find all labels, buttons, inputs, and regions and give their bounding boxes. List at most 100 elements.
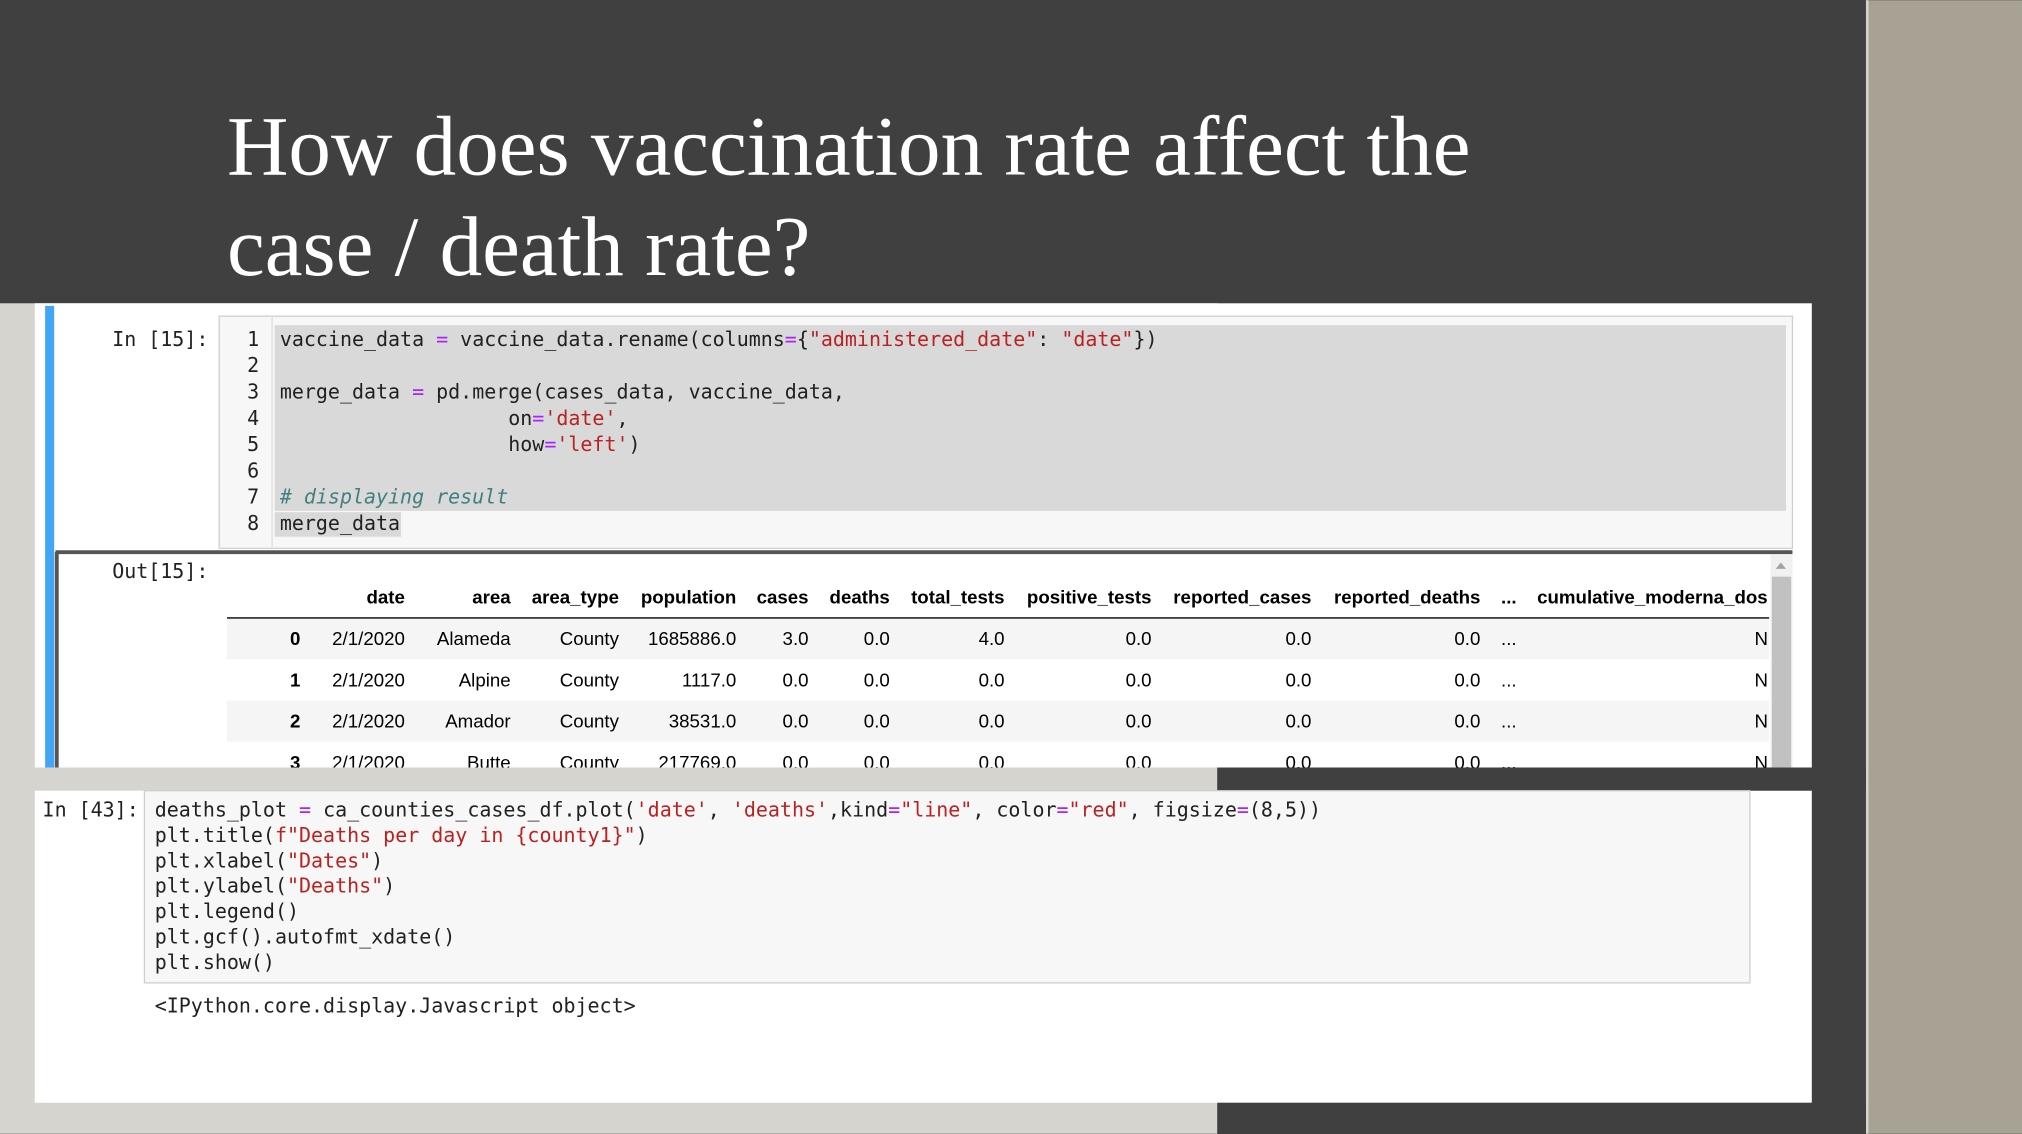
code-line: # displaying result xyxy=(279,485,508,509)
cell-output: <IPython.core.display.Javascript object> xyxy=(155,994,636,1018)
table-cell: N xyxy=(1754,669,1768,690)
column-header: cumulative_moderna_dos xyxy=(1537,587,1768,608)
code-token: = xyxy=(1056,798,1068,822)
table-cell: 0.0 xyxy=(979,752,1005,773)
scroll-up-arrow[interactable] xyxy=(1775,562,1787,569)
code-token: ) xyxy=(636,823,648,847)
code-line: plt.gcf().autofmt_xdate() xyxy=(155,925,456,949)
code-line: on='date', xyxy=(280,406,629,430)
line-number: 6 xyxy=(247,458,259,482)
table-cell: 0.0 xyxy=(864,711,890,732)
table-cell: 38531.0 xyxy=(669,711,737,732)
table-cell: 0.0 xyxy=(1126,669,1152,690)
code-token: 'date' xyxy=(544,406,616,430)
row-index: 3 xyxy=(290,752,300,773)
table-cell: Butte xyxy=(467,752,511,773)
code-token: merge_data xyxy=(280,511,400,535)
code-token: 'left' xyxy=(556,432,628,456)
code-token: }) xyxy=(1133,327,1157,351)
column-header: reported_cases xyxy=(1173,587,1311,608)
row-stripe xyxy=(226,617,1770,660)
column-header: positive_tests xyxy=(1027,587,1152,608)
code-line: plt.ylabel("Deaths") xyxy=(155,874,395,898)
code-line: vaccine_data = vaccine_data.rename(colum… xyxy=(280,327,1158,351)
table-cell: 0.0 xyxy=(783,711,809,732)
table-cell: Alameda xyxy=(437,628,511,649)
code-token: , xyxy=(708,798,732,822)
table-cell: 0.0 xyxy=(783,752,809,773)
table-cell: 3.0 xyxy=(783,628,809,649)
line-number: 4 xyxy=(247,406,259,430)
input-prompt: In [43]: xyxy=(43,798,139,822)
table-cell: 0.0 xyxy=(979,669,1005,690)
code-token: , figsize xyxy=(1129,798,1237,822)
side-strip-edge xyxy=(1865,0,1869,1134)
column-header: cases xyxy=(757,587,809,608)
table-cell: 0.0 xyxy=(864,669,890,690)
code-line: plt.xlabel("Dates") xyxy=(155,848,383,872)
code-line: merge_data = pd.merge(cases_data, vaccin… xyxy=(280,379,845,403)
table-cell: County xyxy=(560,669,620,690)
column-header: total_tests xyxy=(911,587,1004,608)
table-cell: County xyxy=(560,752,620,773)
table-cell: 0.0 xyxy=(1454,752,1480,773)
code-token: 'deaths' xyxy=(732,798,828,822)
slide-title: case / death rate? xyxy=(227,200,810,294)
dark-gap xyxy=(1217,1102,1866,1134)
row-index: 0 xyxy=(290,628,300,649)
table-cell: 0.0 xyxy=(1285,669,1311,690)
code-token: = xyxy=(785,327,797,351)
code-token: = xyxy=(1237,798,1249,822)
code-token: vaccine_data.rename(columns xyxy=(448,327,785,351)
code-token: ) xyxy=(383,874,395,898)
code-token: { xyxy=(797,327,809,351)
code-token: deaths_plot xyxy=(155,798,299,822)
table-cell: 0.0 xyxy=(1285,711,1311,732)
column-header: ... xyxy=(1501,587,1517,608)
line-number: 3 xyxy=(247,379,259,403)
table-cell: 2/1/2020 xyxy=(332,628,405,649)
code-token: "red" xyxy=(1069,798,1129,822)
code-token: ca_counties_cases_df.plot( xyxy=(311,798,636,822)
table-cell: Alpine xyxy=(459,669,511,690)
code-token: "date" xyxy=(1061,327,1133,351)
line-number: 5 xyxy=(247,432,259,456)
column-header: deaths xyxy=(830,587,890,608)
code-line: deaths_plot = ca_counties_cases_df.plot(… xyxy=(155,798,1321,822)
table-cell: N xyxy=(1754,752,1768,773)
code-token: = xyxy=(532,406,544,430)
code-token: = xyxy=(436,327,448,351)
scrollbar-thumb[interactable] xyxy=(1771,576,1792,768)
table-cell: 2/1/2020 xyxy=(332,752,405,773)
row-index: 1 xyxy=(290,669,300,690)
column-header: population xyxy=(641,587,737,608)
code-token: = xyxy=(412,379,424,403)
table-cell: 0.0 xyxy=(1454,669,1480,690)
table-cell: County xyxy=(560,628,620,649)
table-cell: 217769.0 xyxy=(658,752,736,773)
table-cell: 1685886.0 xyxy=(648,628,736,649)
code-token: ,kind xyxy=(828,798,888,822)
table-cell: N xyxy=(1754,711,1768,732)
table-cell: County xyxy=(560,711,620,732)
code-token: plt.ylabel( xyxy=(155,874,287,898)
code-line: plt.legend() xyxy=(155,899,299,923)
code-token: = xyxy=(544,432,556,456)
code-token: "line" xyxy=(900,798,972,822)
table-cell: 0.0 xyxy=(864,752,890,773)
table-cell: N xyxy=(1754,628,1768,649)
code-token: # displaying result xyxy=(279,485,508,509)
table-cell: 0.0 xyxy=(1454,628,1480,649)
table-cell: ... xyxy=(1501,711,1517,732)
slide-title: How does vaccination rate affect the xyxy=(227,99,1471,193)
table-cell: 2/1/2020 xyxy=(332,711,405,732)
row-index: 2 xyxy=(290,711,300,732)
column-header: area xyxy=(472,587,511,608)
line-number: 8 xyxy=(247,511,259,535)
code-token: plt.gcf().autofmt_xdate() xyxy=(155,925,456,949)
code-token: plt.show() xyxy=(155,950,275,974)
code-token: "Deaths" xyxy=(287,874,383,898)
code-token: ) xyxy=(371,848,383,872)
code-token: on xyxy=(280,406,532,430)
table-cell: 0.0 xyxy=(1126,752,1152,773)
